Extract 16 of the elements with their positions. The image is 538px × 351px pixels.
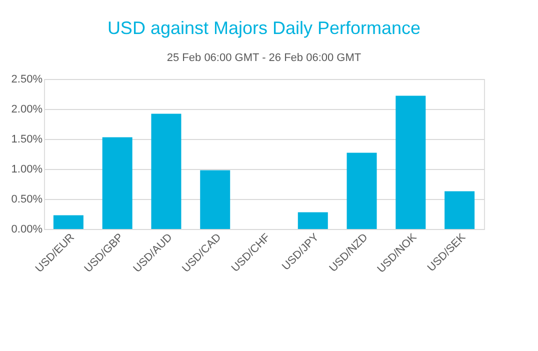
chart-title: USD against Majors Daily Performance <box>107 18 421 38</box>
bar <box>53 215 84 229</box>
y-tick-label: 2.00% <box>11 104 43 116</box>
y-tick-label: 1.50% <box>11 134 43 146</box>
y-tick-label: 0.50% <box>11 194 43 206</box>
bar <box>200 170 230 229</box>
y-tick-label: 2.50% <box>11 74 43 86</box>
bar <box>151 114 182 229</box>
bar <box>102 137 132 229</box>
bar <box>396 96 426 229</box>
chart-subtitle: 25 Feb 06:00 GMT - 26 Feb 06:00 GMT <box>166 52 362 64</box>
bar <box>298 212 328 229</box>
bar <box>346 152 377 229</box>
y-tick-label: 0.00% <box>11 224 43 236</box>
y-tick-label: 1.00% <box>11 164 43 176</box>
bar <box>444 191 475 229</box>
